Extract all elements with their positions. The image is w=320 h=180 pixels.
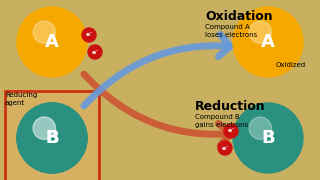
Text: Reduction: Reduction bbox=[195, 100, 266, 113]
Text: Oxidized: Oxidized bbox=[276, 62, 306, 68]
Circle shape bbox=[33, 21, 55, 43]
Circle shape bbox=[249, 117, 271, 139]
Circle shape bbox=[224, 124, 238, 138]
Text: B: B bbox=[45, 129, 59, 147]
Text: e⁻: e⁻ bbox=[85, 33, 93, 37]
Text: B: B bbox=[45, 129, 59, 147]
Text: Oxidation: Oxidation bbox=[205, 10, 273, 23]
Circle shape bbox=[33, 117, 55, 139]
Text: e⁻: e⁻ bbox=[221, 145, 229, 150]
Circle shape bbox=[218, 141, 232, 155]
Circle shape bbox=[17, 7, 87, 77]
Circle shape bbox=[82, 28, 96, 42]
FancyArrowPatch shape bbox=[84, 34, 230, 106]
Circle shape bbox=[233, 7, 303, 77]
FancyArrowPatch shape bbox=[84, 74, 230, 146]
Circle shape bbox=[33, 117, 55, 139]
Text: B: B bbox=[261, 129, 275, 147]
Text: A: A bbox=[45, 33, 59, 51]
Circle shape bbox=[233, 103, 303, 173]
Text: e⁻: e⁻ bbox=[91, 50, 99, 55]
Text: e⁻: e⁻ bbox=[227, 129, 235, 134]
Text: Compound A
loses electrons: Compound A loses electrons bbox=[205, 24, 257, 38]
Circle shape bbox=[88, 45, 102, 59]
Circle shape bbox=[249, 21, 271, 43]
Circle shape bbox=[17, 103, 87, 173]
Text: Compound B
gains electrons: Compound B gains electrons bbox=[195, 114, 248, 128]
FancyBboxPatch shape bbox=[5, 91, 99, 180]
Circle shape bbox=[17, 103, 87, 173]
Text: Reducing
agent: Reducing agent bbox=[5, 92, 37, 106]
Text: A: A bbox=[261, 33, 275, 51]
